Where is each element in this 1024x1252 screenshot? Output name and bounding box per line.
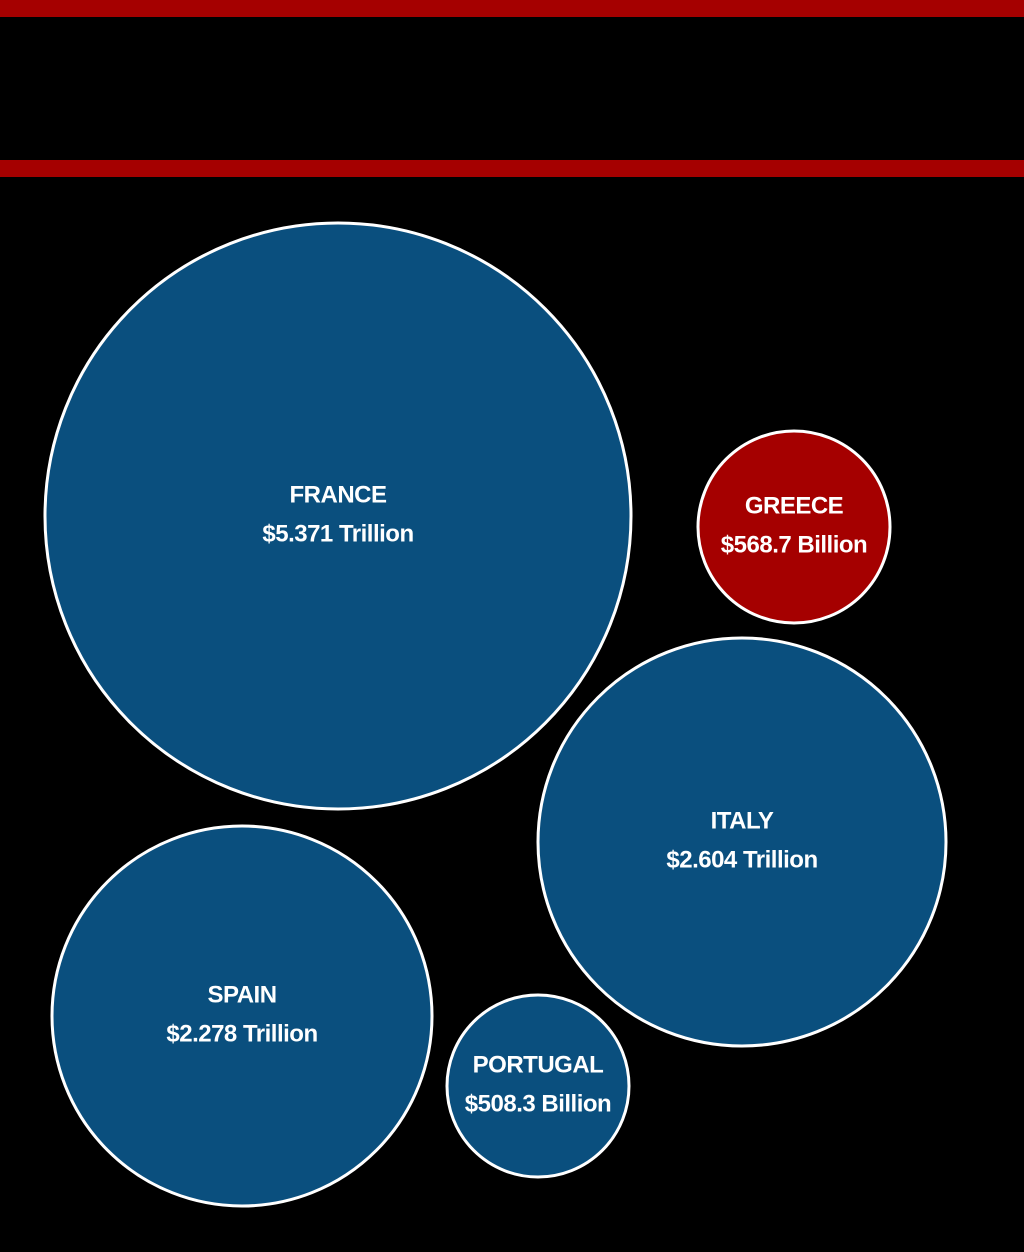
bubble-italy — [536, 636, 948, 1048]
bubble-portugal-category-label: PORTUGAL — [473, 1051, 604, 1078]
bubble-greece-value-label: $568.7 Billion — [721, 531, 867, 558]
bubble-italy-value-label: $2.604 Trillion — [666, 846, 817, 873]
bubble-spain-value-label: $2.278 Trillion — [166, 1020, 317, 1047]
bubbles-group: FRANCE $5.371 Trillion GREECE $568.7 Billio… — [43, 221, 948, 1208]
bubble-france-value-label: $5.371 Trillion — [262, 520, 413, 547]
bubble-portugal-value-label: $508.3 Billion — [465, 1090, 611, 1117]
bubble-greece-category-label: GREECE — [745, 492, 844, 519]
bubble-portugal — [445, 993, 631, 1179]
bubble-italy-category-label: ITALY — [711, 807, 774, 834]
bubble-france-category-label: FRANCE — [290, 481, 387, 508]
top-rule — [0, 0, 1024, 17]
bubble-greece — [696, 429, 892, 625]
bubble-spain-category-label: SPAIN — [207, 981, 276, 1008]
bubble-france — [43, 221, 633, 811]
bubble-spain — [50, 824, 434, 1208]
header-bottom-rule — [0, 160, 1024, 177]
